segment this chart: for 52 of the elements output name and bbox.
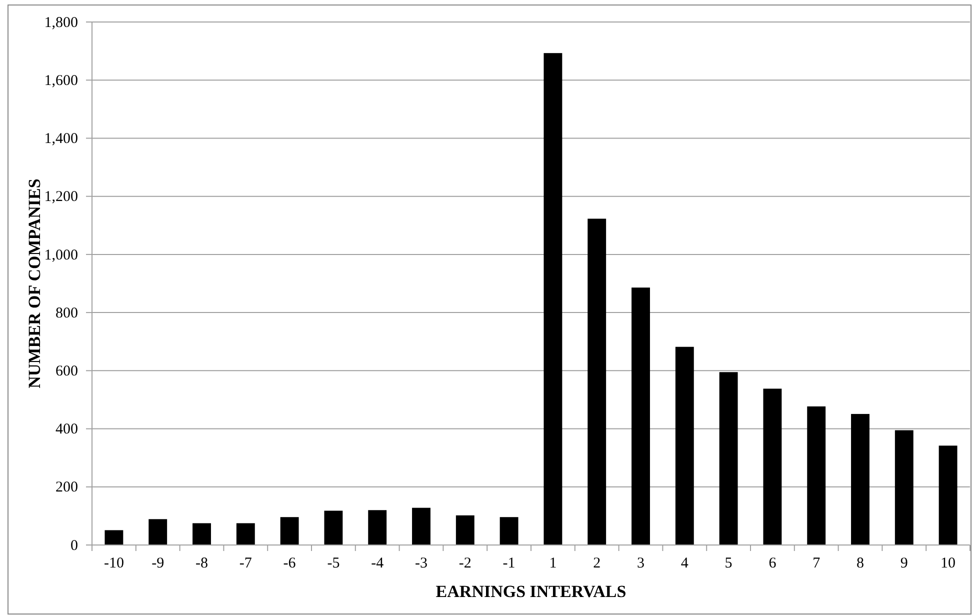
bar xyxy=(412,508,430,545)
bar xyxy=(719,372,738,545)
y-tick-label: 1,600 xyxy=(44,72,78,89)
bar xyxy=(938,446,958,545)
x-axis-title: EARNINGS INTERVALS xyxy=(436,582,626,601)
y-tick-label: 400 xyxy=(56,422,78,438)
bar xyxy=(500,517,518,545)
bar xyxy=(192,523,211,545)
bar xyxy=(851,414,870,545)
x-tick-label: -10 xyxy=(104,556,124,572)
x-tick-label: -5 xyxy=(327,556,340,572)
bar xyxy=(104,530,124,545)
y-tick-label: 1,800 xyxy=(44,14,78,31)
y-tick-label: 200 xyxy=(56,480,78,496)
bar xyxy=(894,430,914,545)
bar xyxy=(807,406,826,545)
y-tick-label: 1,000 xyxy=(44,247,78,264)
bar xyxy=(588,218,606,545)
x-tick-label: -9 xyxy=(152,556,164,572)
bar xyxy=(675,346,694,545)
x-tick-label: -7 xyxy=(239,556,252,572)
bar xyxy=(456,515,474,545)
x-tick-label: 4 xyxy=(680,556,689,572)
bar xyxy=(763,388,782,545)
x-tick-label: 5 xyxy=(724,556,732,572)
bar xyxy=(236,523,255,545)
y-tick-label: 0 xyxy=(70,538,78,554)
x-tick-label: 3 xyxy=(637,556,644,572)
y-tick-label: 800 xyxy=(56,305,78,322)
bar xyxy=(324,510,343,545)
x-tick-label: -2 xyxy=(458,556,472,572)
x-tick-label: -4 xyxy=(371,556,384,572)
x-tick-label: 10 xyxy=(940,556,956,572)
bar xyxy=(632,288,650,545)
y-tick-label: 1,400 xyxy=(44,131,78,148)
x-tick-label: 7 xyxy=(812,556,821,572)
x-tick-label: -3 xyxy=(415,556,428,572)
x-tick-label: -1 xyxy=(502,556,516,572)
x-tick-label: 9 xyxy=(900,556,908,572)
y-axis-title: NUMBER OF COMPANIES xyxy=(25,178,44,388)
x-tick-label: 2 xyxy=(593,556,601,572)
bar xyxy=(280,517,299,545)
x-tick-label: 6 xyxy=(768,556,777,572)
y-tick-label: 600 xyxy=(56,363,78,380)
bar xyxy=(544,53,562,545)
x-tick-label: -6 xyxy=(283,556,296,572)
x-tick-label: 1 xyxy=(549,556,557,572)
bar xyxy=(148,519,168,545)
y-tick-label: 1,200 xyxy=(44,189,78,206)
x-tick-label: 8 xyxy=(856,556,864,572)
x-tick-label: -8 xyxy=(196,556,208,572)
bar xyxy=(368,510,387,545)
